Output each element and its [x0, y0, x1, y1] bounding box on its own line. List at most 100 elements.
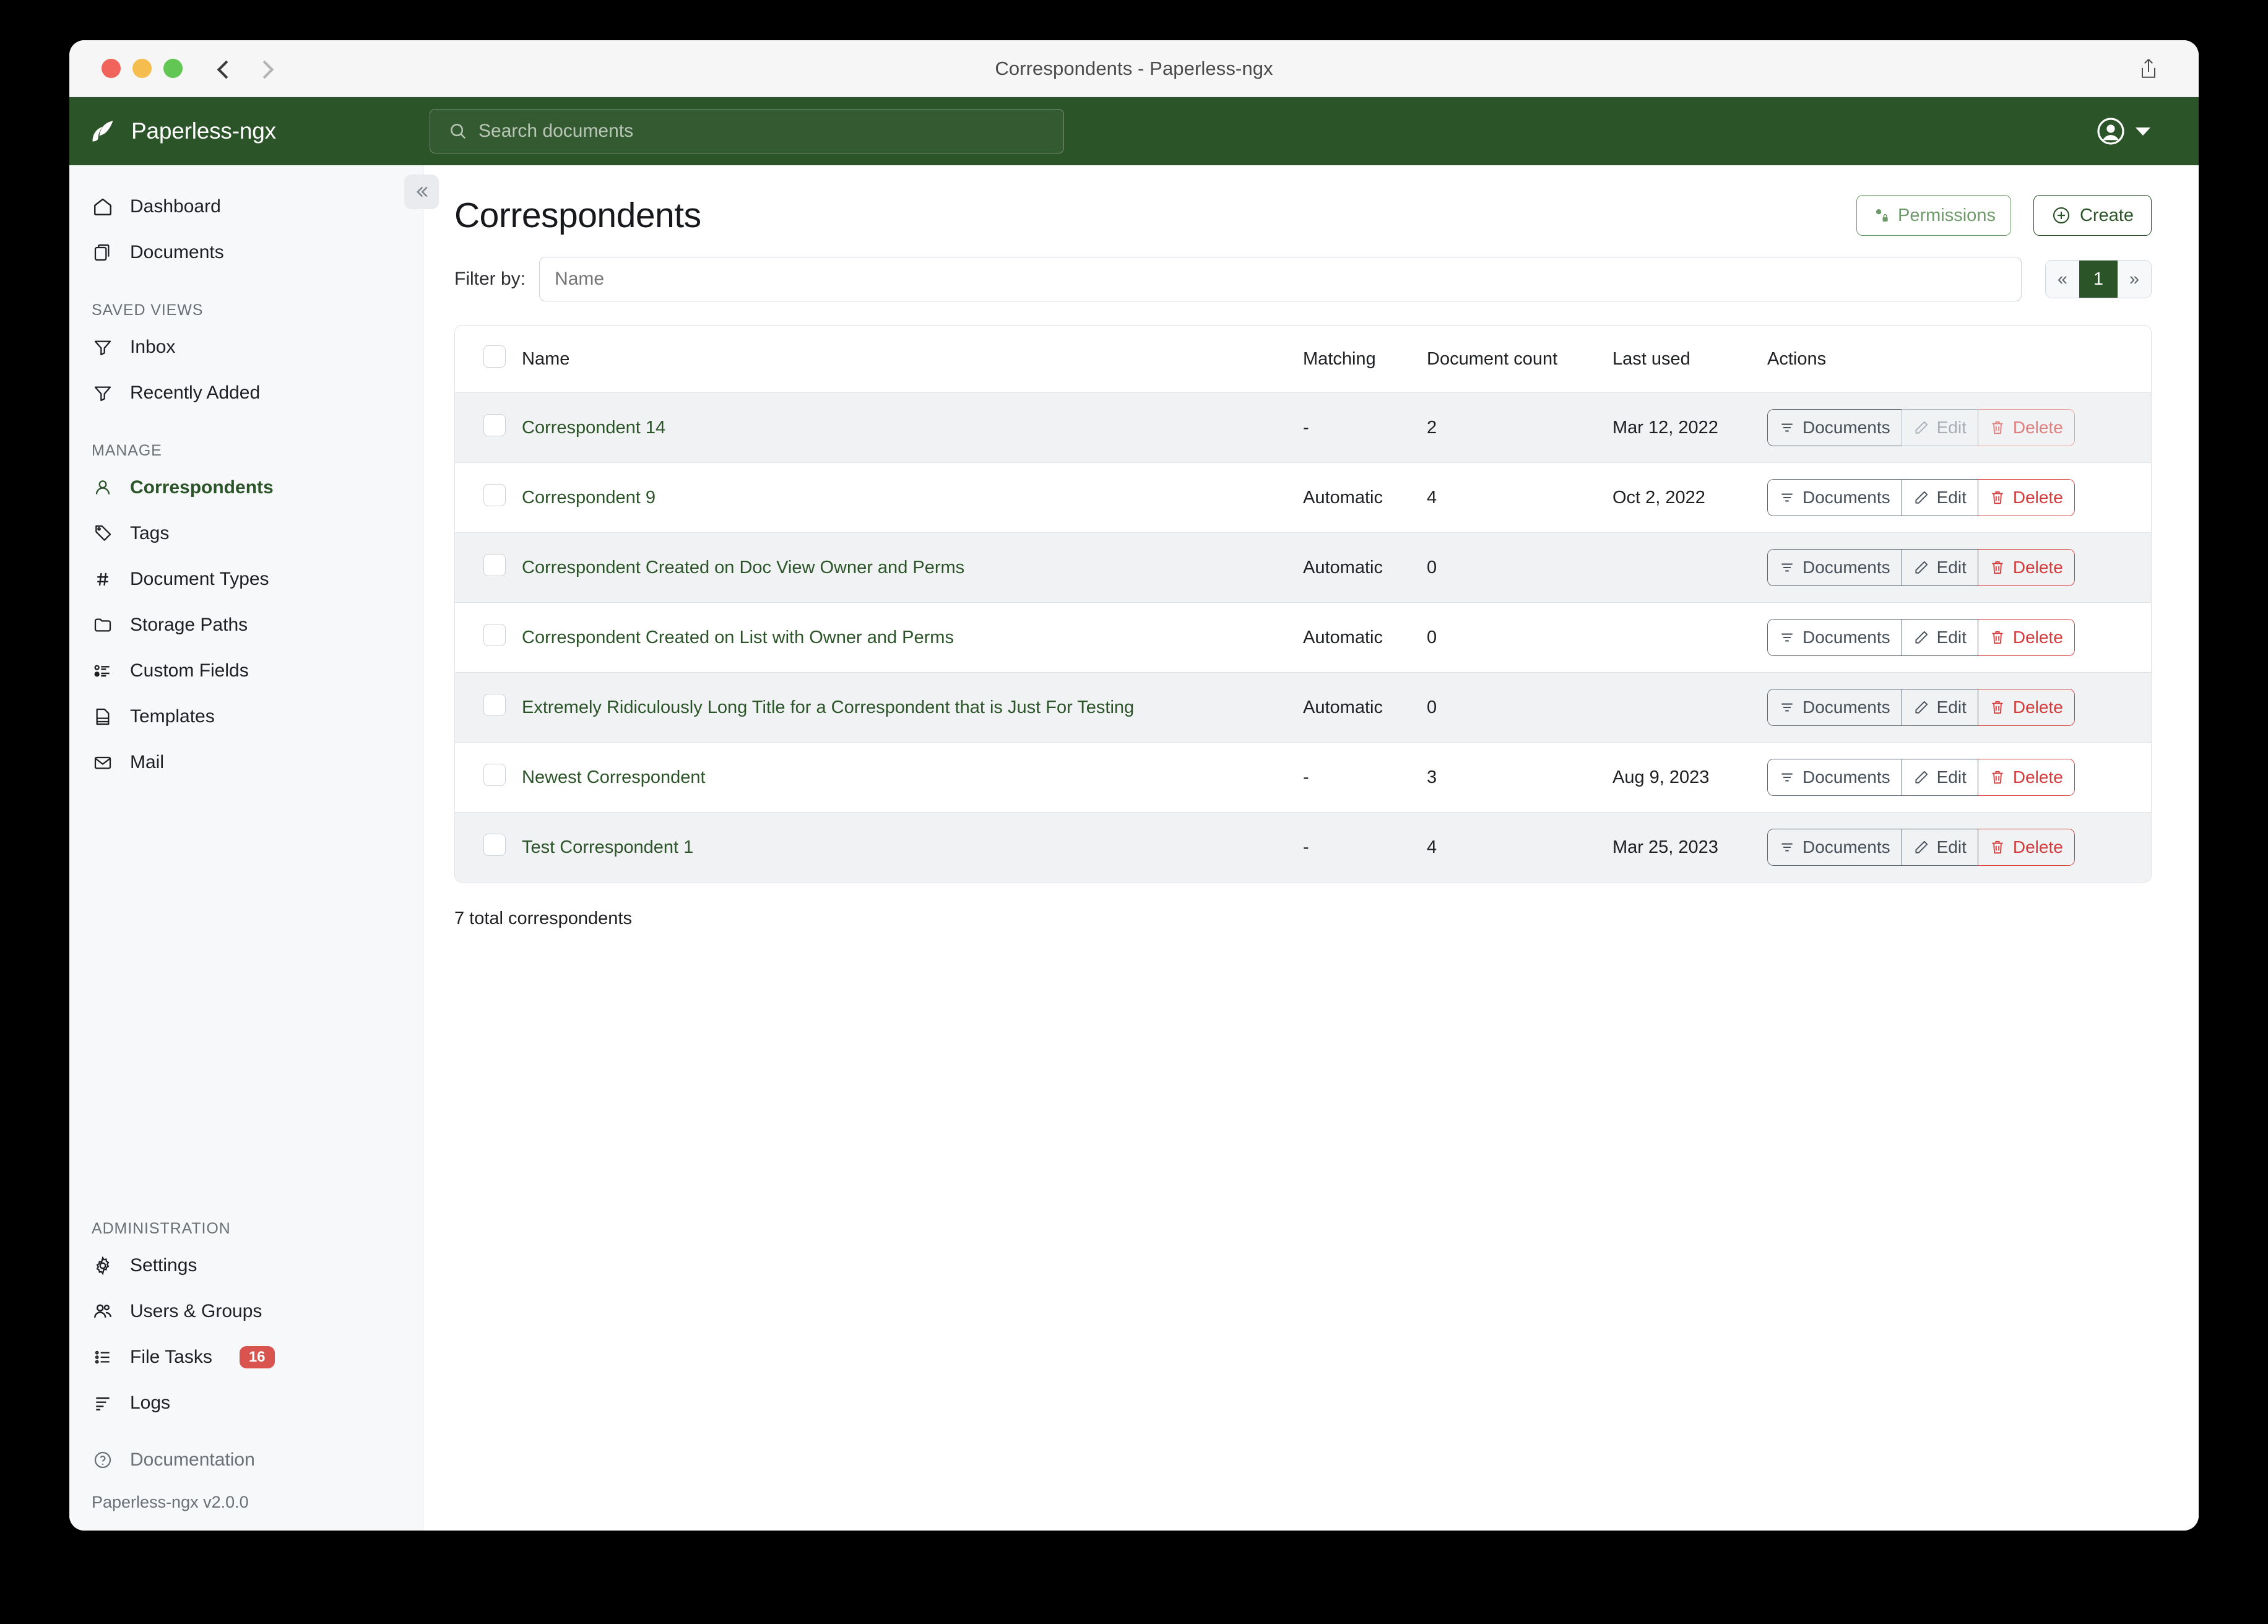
row-edit-button[interactable]: Edit: [1901, 549, 1978, 586]
row-document-count-cell: 3: [1427, 742, 1612, 813]
documents-filter-icon: [1779, 420, 1795, 436]
row-delete-button: Delete: [1977, 409, 2075, 446]
sidebar-item-file-tasks[interactable]: File Tasks 16: [69, 1334, 423, 1380]
page-header: Correspondents Permissions: [454, 195, 2152, 236]
pagination-page-1[interactable]: 1: [2079, 261, 2118, 298]
column-header-matching[interactable]: Matching: [1303, 326, 1427, 393]
user-menu[interactable]: [2096, 116, 2150, 146]
correspondents-table: Name Matching Document count Last used A…: [454, 325, 2152, 883]
sidebar-item-settings[interactable]: Settings: [69, 1243, 423, 1289]
pagination-last-button[interactable]: »: [2118, 261, 2151, 298]
row-checkbox[interactable]: [483, 764, 506, 786]
row-delete-button[interactable]: Delete: [1977, 689, 2075, 726]
sidebar-item-custom-fields[interactable]: Custom Fields: [69, 648, 423, 694]
row-delete-button[interactable]: Delete: [1977, 479, 2075, 516]
row-documents-button[interactable]: Documents: [1767, 479, 1902, 516]
row-edit-button[interactable]: Edit: [1901, 759, 1978, 796]
correspondent-link[interactable]: Correspondent 14: [522, 417, 666, 438]
sidebar-collapse-button[interactable]: [404, 175, 439, 209]
close-window-button[interactable]: [102, 59, 121, 78]
sidebar-item-label: Templates: [130, 706, 215, 727]
row-last-used-cell: Mar 12, 2022: [1612, 392, 1767, 463]
row-documents-button[interactable]: Documents: [1767, 619, 1902, 656]
create-button[interactable]: Create: [2033, 195, 2152, 236]
brand[interactable]: Paperless-ngx: [89, 118, 423, 145]
sidebar-item-tags[interactable]: Tags: [69, 511, 423, 556]
row-edit-button[interactable]: Edit: [1901, 619, 1978, 656]
sidebar-item-documents[interactable]: Documents: [69, 230, 423, 275]
row-name-cell: Correspondent 14: [522, 392, 1303, 463]
sidebar-item-inbox[interactable]: Inbox: [69, 324, 423, 370]
row-checkbox[interactable]: [483, 694, 506, 716]
row-delete-label: Delete: [2012, 488, 2063, 507]
sidebar-item-mail[interactable]: Mail: [69, 740, 423, 785]
row-edit-button[interactable]: Edit: [1901, 479, 1978, 516]
filter-input[interactable]: [539, 257, 2022, 301]
documents-filter-icon: [1779, 699, 1795, 715]
filter-row: Filter by: « 1 »: [454, 257, 2152, 301]
select-all-checkbox[interactable]: [483, 345, 506, 368]
row-checkbox[interactable]: [483, 834, 506, 856]
row-select-cell: [455, 672, 522, 743]
row-actions-cell: Documents Edit Delete: [1767, 742, 2151, 813]
row-document-count-cell: 0: [1427, 602, 1612, 673]
correspondent-link[interactable]: Correspondent Created on List with Owner…: [522, 627, 954, 647]
row-documents-label: Documents: [1803, 698, 1890, 717]
row-edit-button[interactable]: Edit: [1901, 829, 1978, 866]
permissions-button[interactable]: Permissions: [1856, 195, 2011, 236]
table-row: Correspondent 14 -2 Mar 12, 2022 Documents E…: [455, 392, 2151, 463]
sidebar-item-logs[interactable]: Logs: [69, 1380, 423, 1426]
maximize-window-button[interactable]: [163, 59, 183, 78]
column-header-name[interactable]: Name: [522, 326, 1303, 393]
row-action-group: Documents Edit Delete: [1767, 829, 2075, 866]
row-documents-button[interactable]: Documents: [1767, 689, 1902, 726]
sidebar-item-storage-paths[interactable]: Storage Paths: [69, 602, 423, 648]
row-documents-button[interactable]: Documents: [1767, 829, 1902, 866]
sidebar-item-correspondents[interactable]: Correspondents: [69, 465, 423, 511]
sidebar-item-dashboard[interactable]: Dashboard: [69, 184, 423, 230]
correspondent-link[interactable]: Correspondent 9: [522, 487, 656, 508]
pagination-first-button[interactable]: «: [2046, 261, 2079, 298]
trash-icon: [1989, 490, 2006, 506]
paperless-leaf-logo-icon: [89, 118, 116, 145]
sidebar-item-documentation[interactable]: Documentation: [69, 1437, 423, 1483]
sidebar-item-label: Inbox: [130, 337, 176, 357]
row-edit-label: Edit: [1936, 628, 1967, 647]
row-checkbox[interactable]: [483, 554, 506, 576]
correspondent-link[interactable]: Newest Correspondent: [522, 767, 706, 787]
row-checkbox[interactable]: [483, 484, 506, 506]
row-checkbox[interactable]: [483, 624, 506, 646]
share-icon[interactable]: [2139, 58, 2158, 80]
sidebar-item-document-types[interactable]: Document Types: [69, 556, 423, 602]
row-documents-button[interactable]: Documents: [1767, 409, 1902, 446]
row-documents-button[interactable]: Documents: [1767, 759, 1902, 796]
column-header-document-count[interactable]: Document count: [1427, 326, 1612, 393]
row-name-cell: Test Correspondent 1: [522, 812, 1303, 882]
search-placeholder: Search documents: [478, 121, 634, 141]
sidebar-item-recently-added[interactable]: Recently Added: [69, 370, 423, 416]
column-header-last-used[interactable]: Last used: [1612, 326, 1767, 393]
row-documents-button[interactable]: Documents: [1767, 549, 1902, 586]
row-document-count-cell: 2: [1427, 392, 1612, 463]
minimize-window-button[interactable]: [132, 59, 152, 78]
row-delete-button[interactable]: Delete: [1977, 829, 2075, 866]
row-delete-label: Delete: [2012, 628, 2063, 647]
pencil-icon: [1913, 699, 1929, 715]
window-title: Correspondents - Paperless-ngx: [995, 57, 1273, 79]
correspondent-link[interactable]: Correspondent Created on Doc View Owner …: [522, 557, 965, 577]
search-input[interactable]: Search documents: [430, 109, 1064, 153]
row-actions-cell: Documents Edit Delete: [1767, 602, 2151, 673]
row-delete-button[interactable]: Delete: [1977, 549, 2075, 586]
users-icon: [92, 1300, 114, 1323]
row-delete-button[interactable]: Delete: [1977, 619, 2075, 656]
sidebar-item-templates[interactable]: Templates: [69, 694, 423, 740]
row-actions-cell: Documents Edit Delete: [1767, 812, 2151, 882]
row-edit-button[interactable]: Edit: [1901, 689, 1978, 726]
correspondent-link[interactable]: Extremely Ridiculously Long Title for a …: [522, 697, 1135, 717]
tag-icon: [92, 522, 114, 545]
sidebar-item-users-groups[interactable]: Users & Groups: [69, 1289, 423, 1334]
correspondent-link[interactable]: Test Correspondent 1: [522, 837, 694, 857]
row-checkbox[interactable]: [483, 414, 506, 436]
documents-filter-icon: [1779, 769, 1795, 785]
row-delete-button[interactable]: Delete: [1977, 759, 2075, 796]
